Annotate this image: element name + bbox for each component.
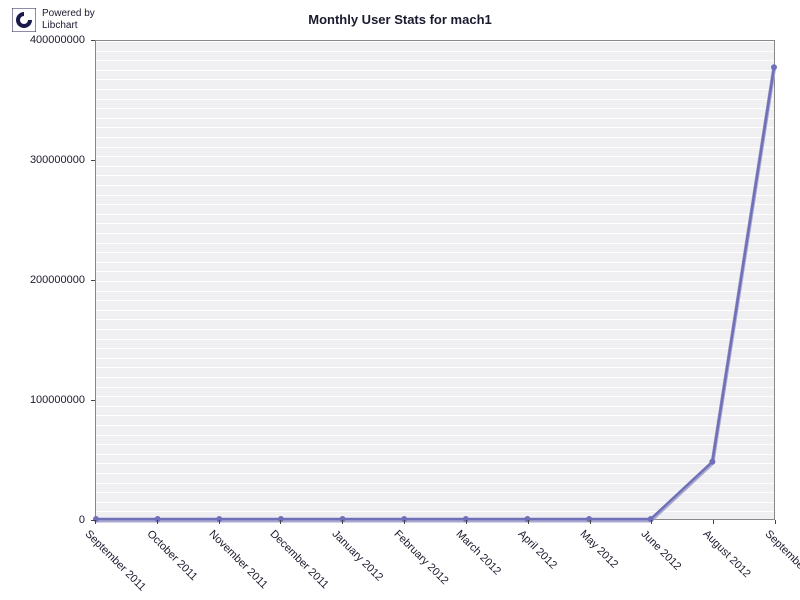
- logo-text: Powered by Libchart: [42, 8, 95, 32]
- x-tick: [404, 520, 405, 524]
- chart-title: Monthly User Stats for mach1: [308, 12, 492, 27]
- data-point-marker: [771, 64, 777, 70]
- x-axis-label: June 2012: [639, 528, 684, 573]
- x-tick: [651, 520, 652, 524]
- x-axis-label: December 2011: [268, 528, 331, 591]
- x-tick: [342, 520, 343, 524]
- x-axis-label: February 2012: [392, 528, 451, 587]
- x-axis-label: March 2012: [453, 528, 503, 578]
- logo-area: Powered by Libchart: [12, 8, 95, 32]
- x-tick: [528, 520, 529, 524]
- x-tick: [775, 520, 776, 524]
- chart-container: 0100000000200000000300000000400000000 Se…: [95, 40, 775, 520]
- x-tick: [590, 520, 591, 524]
- x-tick: [157, 520, 158, 524]
- x-axis-label: April 2012: [515, 528, 559, 572]
- x-axis-label: September 2011: [83, 528, 148, 593]
- x-tick: [713, 520, 714, 524]
- plot-area: [95, 40, 775, 520]
- y-axis-label: 200000000: [30, 274, 85, 286]
- x-axis-label: January 2012: [330, 528, 386, 584]
- data-point-marker: [709, 459, 715, 465]
- line-shadow: [96, 69, 774, 521]
- y-tick: [91, 400, 95, 401]
- y-axis-label: 400000000: [30, 34, 85, 46]
- y-axis-label: 0: [79, 514, 85, 526]
- x-tick: [280, 520, 281, 524]
- data-point-marker: [93, 516, 99, 522]
- y-tick: [91, 160, 95, 161]
- x-axis-label: October 2011: [144, 528, 199, 583]
- x-axis-label: August 2012: [701, 528, 753, 580]
- x-tick: [95, 520, 96, 524]
- y-tick: [91, 40, 95, 41]
- x-tick: [466, 520, 467, 524]
- libchart-name: Libchart: [42, 20, 95, 32]
- line-chart-svg: [96, 41, 774, 519]
- powered-by-label: Powered by: [42, 8, 95, 20]
- x-axis-label: November 2011: [206, 528, 269, 591]
- y-axis-label: 100000000: [30, 394, 85, 406]
- y-tick: [91, 280, 95, 281]
- x-axis-label: September 2012: [763, 528, 800, 594]
- x-tick: [219, 520, 220, 524]
- y-axis-label: 300000000: [30, 154, 85, 166]
- libchart-logo-icon: [12, 8, 36, 32]
- line-series: [96, 67, 774, 519]
- x-axis-label: May 2012: [577, 528, 620, 571]
